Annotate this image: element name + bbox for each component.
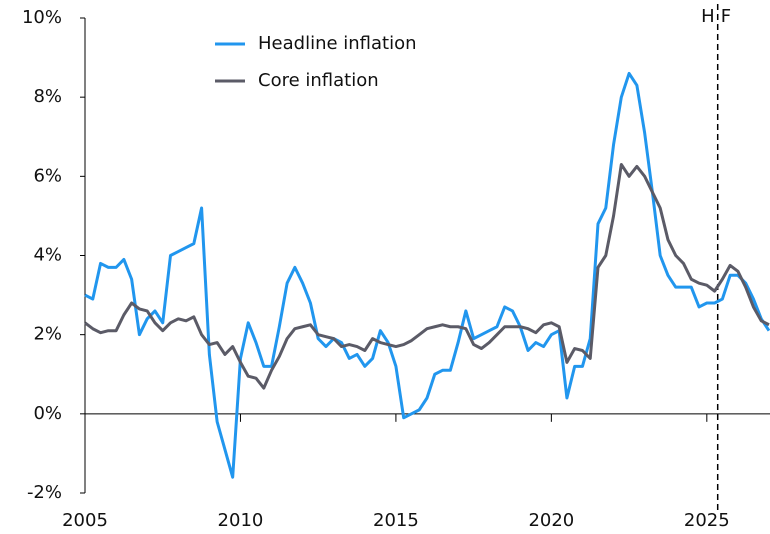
y-tick-label: -2% xyxy=(27,482,62,503)
y-tick-label: 8% xyxy=(33,86,62,107)
y-tick-label: 0% xyxy=(33,403,62,424)
y-tick-label: 2% xyxy=(33,324,62,345)
legend-label: Core inflation xyxy=(258,70,379,91)
y-tick-label: 6% xyxy=(33,165,62,186)
y-tick-label: 10% xyxy=(22,7,62,28)
x-tick-label: 2015 xyxy=(373,510,419,531)
series-line xyxy=(84,71,770,479)
legend-label: Headline inflation xyxy=(258,33,417,54)
x-tick-label: 2010 xyxy=(218,510,264,531)
x-tick-label: 2005 xyxy=(62,510,108,531)
x-tick-label: 2025 xyxy=(684,510,730,531)
forecast-label: F xyxy=(721,6,731,27)
y-tick-label: 4% xyxy=(33,245,62,266)
x-tick-label: 2020 xyxy=(528,510,574,531)
forecast-label: H xyxy=(701,6,715,27)
series-line xyxy=(84,162,770,390)
